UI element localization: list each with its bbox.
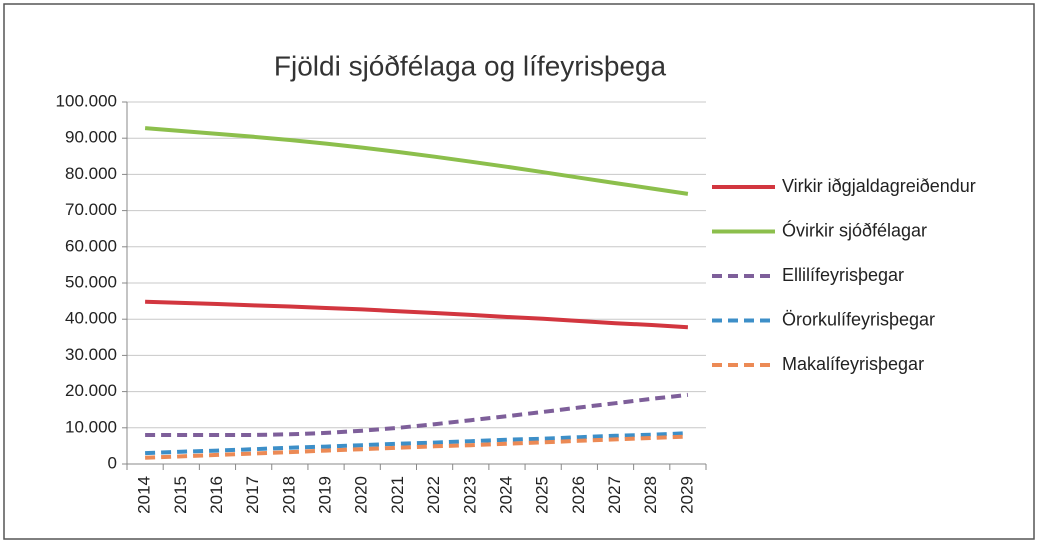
x-tick-label: 2018: [279, 476, 298, 514]
y-tick-label: 90.000: [65, 128, 117, 147]
y-tick-label: 100.000: [56, 91, 117, 110]
series-line: [144, 126, 689, 196]
x-tick-label: 2023: [460, 476, 479, 514]
x-tick-label: 2027: [605, 476, 624, 514]
y-tick-label: 40.000: [65, 309, 117, 328]
x-tick-label: 2021: [388, 476, 407, 514]
x-tick-label: 2028: [641, 476, 660, 514]
legend-label: Ellilífeyrisþegar: [782, 265, 904, 285]
y-tick-label: 60.000: [65, 236, 117, 255]
x-tick-label: 2029: [677, 476, 696, 514]
y-tick-label: 30.000: [65, 345, 117, 364]
y-tick-label: 10.000: [65, 417, 117, 436]
legend-label: Virkir iðgjaldagreiðendur: [782, 176, 976, 196]
x-tick-label: 2024: [496, 476, 515, 514]
legend-label: Óvirkir sjóðfélagar: [782, 219, 927, 240]
legend-label: Örorkulífeyrisþegar: [782, 309, 935, 329]
x-tick-label: 2016: [207, 476, 226, 514]
series-line: [145, 299, 689, 330]
x-tick-label: 2020: [352, 476, 371, 514]
y-tick-label: 80.000: [65, 164, 117, 183]
y-tick-label: 20.000: [65, 381, 117, 400]
chart-title: Fjöldi sjóðfélaga og lífeyrisþega: [274, 50, 667, 81]
legend-label: Makalífeyrisþegar: [782, 354, 924, 374]
chart-frame: [3, 3, 1035, 540]
y-tick-label: 0: [108, 453, 117, 472]
y-tick-label: 50.000: [65, 272, 117, 291]
x-tick-label: 2014: [135, 476, 154, 514]
series-line: [145, 392, 689, 437]
x-tick-label: 2017: [243, 476, 262, 514]
series-line: [145, 434, 688, 460]
x-tick-label: 2019: [316, 476, 335, 514]
series-line: [145, 431, 688, 456]
x-tick-label: 2015: [171, 476, 190, 514]
y-tick-label: 70.000: [65, 200, 117, 219]
x-tick-label: 2026: [569, 476, 588, 514]
x-tick-label: 2025: [533, 476, 552, 514]
x-tick-label: 2022: [424, 476, 443, 514]
